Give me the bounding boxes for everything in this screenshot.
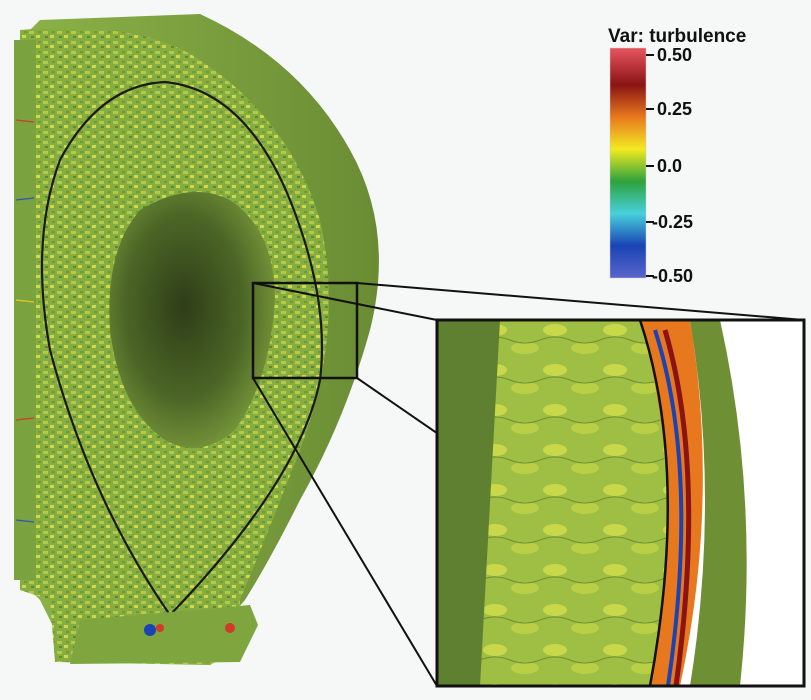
central-cavity bbox=[109, 192, 275, 448]
colorbar-tick-label: -0.25 bbox=[652, 212, 693, 232]
zoom-inset-frame bbox=[435, 318, 806, 688]
colorbar-tick-label: 0.25 bbox=[657, 99, 692, 119]
divertor-region bbox=[70, 605, 258, 664]
divertor-hotspots bbox=[144, 623, 235, 636]
separatrix-line bbox=[40, 80, 324, 617]
colorbar: Var: turbulence 0.50 0.25 0.0 -0.25 -0.5… bbox=[608, 26, 746, 286]
zoom-source-box bbox=[251, 281, 359, 380]
left-streak-strip bbox=[14, 40, 36, 580]
zoom-separatrix-line bbox=[638, 320, 670, 686]
colorbar-tick-label: -0.50 bbox=[652, 266, 693, 286]
colorbar-title: Var: turbulence bbox=[608, 26, 746, 47]
colorbar-ticks bbox=[646, 54, 654, 277]
zoom-inset-panel bbox=[437, 320, 804, 686]
colorbar-tick-label: 0.50 bbox=[657, 45, 692, 65]
colorbar-tick-label: 0.0 bbox=[657, 156, 682, 176]
left-streak-lines bbox=[15, 119, 35, 523]
colorbar-gradient bbox=[609, 47, 647, 279]
